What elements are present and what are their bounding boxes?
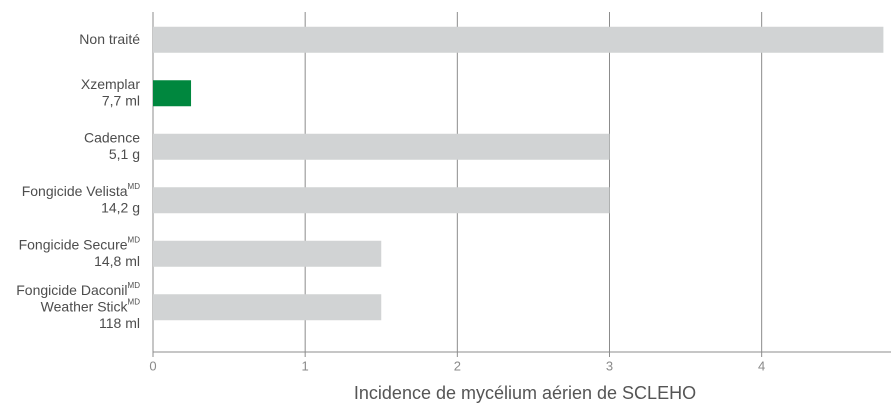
x-tick-label: 0: [149, 358, 156, 373]
label-text: 5,1 g: [109, 146, 140, 162]
y-tick-label: 14,2 g: [101, 199, 140, 215]
y-tick-label: Non traité: [79, 30, 140, 46]
y-tick-label: Weather StickMD: [41, 297, 141, 314]
label-text: 118 ml: [99, 314, 140, 330]
label-text: 7,7 ml: [102, 92, 140, 108]
label-text: Cadence: [84, 129, 140, 145]
label-text: Fongicide Secure: [19, 236, 128, 252]
label-text: Non traité: [79, 30, 140, 46]
y-tick-label: 7,7 ml: [102, 92, 140, 108]
x-tick-label: 1: [302, 358, 309, 373]
y-tick-label: Xzemplar: [81, 76, 140, 92]
y-tick-label: Fongicide DaconilMD: [16, 281, 140, 298]
y-tick-label: 14,8 ml: [94, 253, 140, 269]
bar: [153, 26, 884, 53]
x-tick-label: 2: [454, 358, 461, 373]
label-text: 14,8 ml: [94, 253, 140, 269]
y-tick-label: Fongicide VelistaMD: [22, 182, 141, 199]
label-text: Fongicide Velista: [22, 183, 128, 199]
bar: [153, 294, 382, 321]
superscript: MD: [128, 297, 141, 306]
y-tick-label: Fongicide SecureMD: [19, 236, 141, 253]
superscript: MD: [128, 236, 141, 245]
y-tick-label: 5,1 g: [109, 146, 140, 162]
superscript: MD: [128, 182, 141, 191]
y-tick-label: Cadence: [84, 129, 140, 145]
x-axis-label: Incidence de mycélium aérien de SCLEHO: [354, 383, 696, 403]
bar: [153, 240, 382, 267]
label-text: 14,2 g: [101, 199, 140, 215]
x-tick-label: 4: [758, 358, 765, 373]
x-tick-label: 3: [606, 358, 613, 373]
label-text: Weather Stick: [41, 298, 129, 314]
y-tick-label: 118 ml: [99, 314, 140, 330]
bar: [153, 187, 610, 214]
bar: [153, 133, 610, 160]
superscript: MD: [128, 281, 141, 290]
label-text: Fongicide Daconil: [16, 281, 127, 297]
label-text: Xzemplar: [81, 76, 140, 92]
bar: [153, 80, 192, 107]
